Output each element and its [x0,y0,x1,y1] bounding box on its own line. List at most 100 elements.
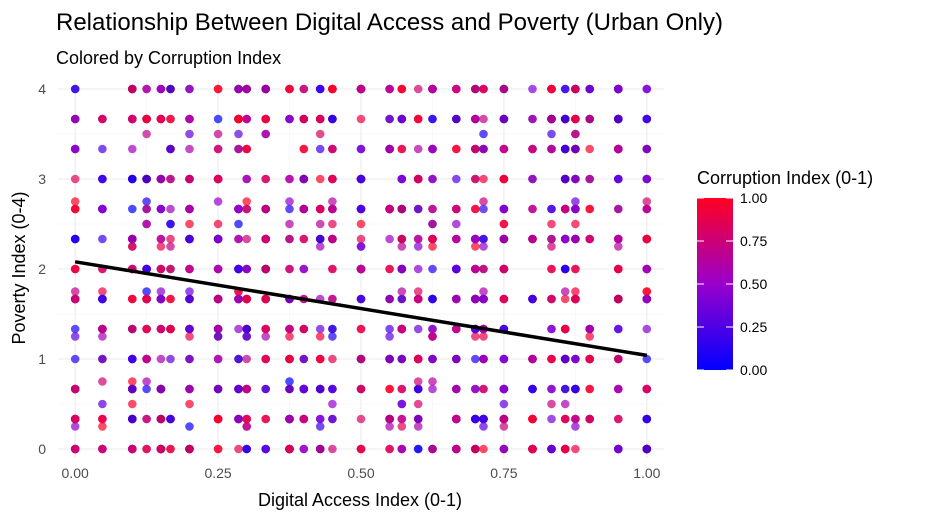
data-point [452,354,461,364]
data-point [428,144,437,154]
data-point [479,294,488,304]
data-point [397,384,407,394]
data-point [234,444,243,454]
x-tick-label: 0.75 [490,465,517,481]
data-point [128,114,137,124]
data-point [571,234,580,244]
data-point [166,219,175,229]
data-point [642,234,652,244]
data-point [213,234,223,244]
data-point [499,219,509,229]
data-point [560,399,570,409]
data-point [315,204,325,214]
data-point [571,384,580,394]
data-point [128,242,137,251]
data-point [385,84,394,94]
data-point [315,242,325,251]
data-point [156,84,166,94]
data-point [261,84,271,94]
data-point [614,242,623,251]
data-point [560,384,570,394]
data-point [315,114,325,124]
data-point [98,287,107,296]
data-point [397,354,407,364]
data-point [70,264,80,274]
data-point [614,294,623,304]
data-point [528,84,537,94]
data-point [571,414,580,424]
data-point [499,234,509,244]
data-point [234,114,243,124]
data-point [571,219,580,229]
data-point [166,114,175,124]
data-point [328,114,337,124]
data-point [70,234,80,244]
data-point [70,287,80,296]
data-point [213,174,223,184]
data-point [213,84,223,94]
data-point [213,264,223,274]
data-point [547,384,556,394]
data-point [571,287,580,296]
data-point [499,354,509,364]
data-point [560,354,570,364]
data-point [413,444,423,454]
data-point [98,324,107,334]
data-point [471,234,480,244]
data-point [213,332,223,341]
data-point [261,384,271,394]
data-point [142,114,151,124]
data-point [471,264,480,274]
data-point [452,114,461,124]
data-point [261,204,271,214]
data-point [261,129,271,139]
legend-tick-label: 0.25 [740,319,767,335]
data-point [385,204,394,214]
data-point [428,242,437,251]
data-point [642,144,652,154]
data-point [585,324,594,334]
data-point [142,287,151,296]
data-point [70,114,80,124]
data-point [285,114,294,124]
data-point [261,414,271,424]
data-point [142,174,151,184]
plot-area [58,80,664,458]
y-tick-label: 2 [38,261,46,277]
data-point [142,129,151,139]
data-point [128,354,137,364]
data-point [428,174,437,184]
data-point [397,422,407,431]
data-point [428,264,437,274]
data-point [70,144,80,154]
data-point [452,324,461,334]
data-point [70,422,80,431]
data-point [213,444,223,454]
data-point [166,444,175,454]
data-point [585,84,594,94]
data-point [479,204,488,214]
data-point [499,114,509,124]
data-point [413,114,423,124]
data-point [560,294,570,304]
data-point [479,422,488,431]
data-point [213,129,223,139]
legend-tick-label: 0.50 [740,276,767,292]
data-point [642,354,652,364]
data-point [242,264,251,274]
data-point [328,399,337,409]
chart-subtitle: Colored by Corruption Index [56,48,281,68]
data-point [428,204,437,214]
data-point [315,354,325,364]
data-point [185,84,194,94]
data-point [452,174,461,184]
data-point [166,144,175,154]
data-point [547,234,556,244]
data-point [413,234,423,244]
data-point [642,324,652,334]
data-point [452,384,461,394]
data-point [642,174,652,184]
data-point [185,324,194,334]
data-point [328,204,337,214]
data-point [413,294,423,304]
